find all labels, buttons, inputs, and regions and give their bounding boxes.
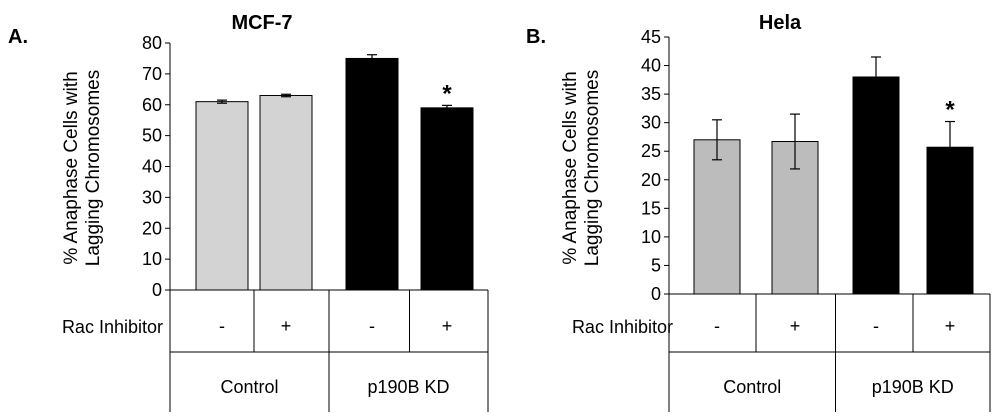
- y-tick-label: 20: [641, 170, 661, 190]
- y-tick-label: 50: [142, 126, 162, 146]
- y-tick-label: 30: [142, 187, 162, 207]
- category-label: +: [945, 316, 956, 336]
- category-label: -: [873, 316, 879, 336]
- y-tick-label: 25: [641, 141, 661, 161]
- chart-title-hela: Hela: [759, 12, 802, 34]
- y-tick-label: 0: [651, 284, 661, 304]
- y-axis-label-line2: Lagging Chromosomes: [83, 70, 104, 266]
- bar: [852, 76, 900, 295]
- group-labels: Control p190B KD: [220, 377, 449, 397]
- significance-marker: *: [945, 97, 955, 124]
- y-axis-ticks: 0 5 10 15 20 25 30 35 40 45: [641, 27, 670, 304]
- significance-marker: *: [442, 80, 452, 107]
- panel-letter-b: B.: [526, 26, 546, 48]
- bar: [259, 94, 313, 291]
- y-tick-label: 80: [142, 33, 162, 53]
- y-axis-ticks: 0 10 20 30 40 50 60 70 80: [142, 33, 171, 300]
- treatment-row-label: Rac Inhibitor: [572, 317, 673, 337]
- group-label: p190B KD: [367, 377, 449, 397]
- y-axis-label-line1: % Anaphase Cells with: [560, 71, 581, 264]
- y-tick-label: 20: [142, 218, 162, 238]
- y-tick-label: 5: [651, 255, 661, 275]
- y-axis-label-line1: % Anaphase Cells with: [61, 71, 82, 264]
- y-tick-label: 10: [142, 249, 162, 269]
- group-label: Control: [723, 377, 781, 397]
- category-label: -: [369, 316, 375, 336]
- bars: *: [195, 54, 474, 291]
- treatment-row-label: Rac Inhibitor: [62, 317, 163, 337]
- y-tick-label: 0: [152, 280, 162, 300]
- chart-title-mcf7: MCF-7: [231, 12, 292, 34]
- bar: [345, 57, 399, 291]
- bar: [420, 107, 474, 291]
- chart-mcf7: A. MCF-7 % Anaphase Cells with Lagging C…: [8, 12, 489, 412]
- y-tick-label: 40: [641, 56, 661, 76]
- y-tick-label: 60: [142, 95, 162, 115]
- y-tick-label: 40: [142, 157, 162, 177]
- category-label: -: [219, 316, 225, 336]
- bars: *: [693, 56, 974, 295]
- category-label: +: [281, 316, 292, 336]
- category-labels: - + - +: [714, 316, 955, 336]
- group-label: Control: [220, 377, 278, 397]
- bar: [693, 139, 741, 295]
- category-label: -: [714, 316, 720, 336]
- bar: [195, 101, 249, 291]
- category-label: +: [442, 316, 453, 336]
- y-tick-label: 35: [641, 84, 661, 104]
- y-tick-label: 45: [641, 27, 661, 47]
- panel-letter-a: A.: [8, 26, 28, 48]
- y-tick-label: 30: [641, 113, 661, 133]
- category-table: [668, 293, 991, 412]
- category-table: [169, 289, 489, 412]
- y-tick-label: 70: [142, 64, 162, 84]
- chart-hela: B. Hela % Anaphase Cells with Lagging Ch…: [526, 12, 991, 412]
- y-axis-label-line2: Lagging Chromosomes: [582, 70, 603, 266]
- y-tick-label: 10: [641, 227, 661, 247]
- category-label: +: [790, 316, 801, 336]
- group-labels: Control p190B KD: [723, 377, 954, 397]
- y-tick-label: 15: [641, 198, 661, 218]
- group-label: p190B KD: [872, 377, 954, 397]
- category-labels: - + - +: [219, 316, 452, 336]
